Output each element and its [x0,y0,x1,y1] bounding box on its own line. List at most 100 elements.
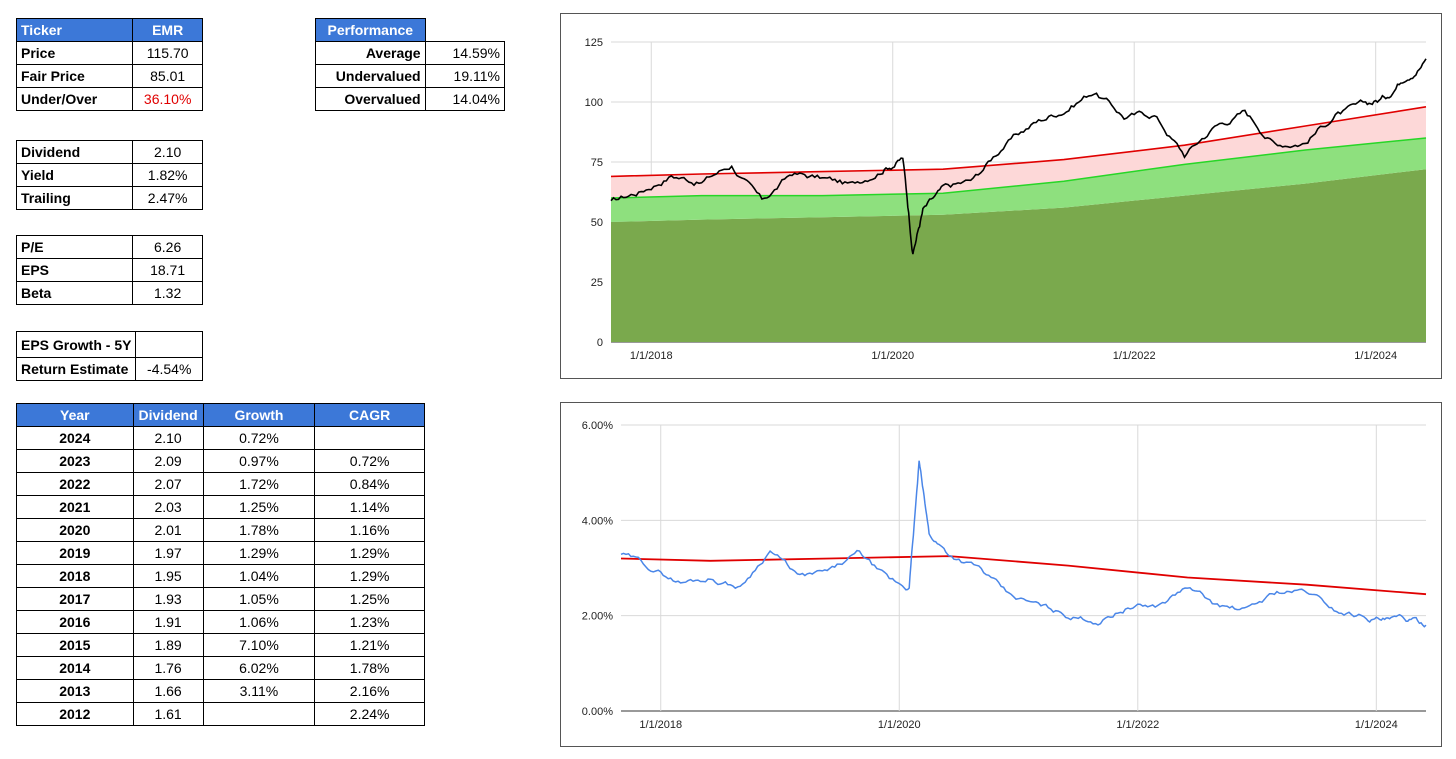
dividend-row: 2021 2.03 1.25% 1.14% [16,495,425,519]
chart2-x-tick-label: 1/1/2022 [1116,719,1159,731]
growth-table: EPS Growth - 5Y Return Estimate -4.54% [15,331,203,381]
return-estimate-value: -4.54% [135,357,203,381]
yield-value: 1.82% [132,163,203,187]
ticker-symbol: EMR [132,18,203,42]
chart2-x-tick-label: 1/1/2018 [639,719,682,731]
undervalued-value: 19.11% [424,64,506,88]
dividend-cell: 1.91 [132,610,204,634]
price-chart: 0 25 50 75 100 125 1/1/2018 1/1/2020 1/1/2022 1/1… [585,37,1427,362]
growth-cell: 0.72% [202,426,316,450]
year-cell: 2012 [16,702,134,726]
eps-growth-value [135,331,203,358]
growth-cell: 6.02% [202,656,316,680]
cagr-cell: 0.72% [314,449,425,473]
dividend-cell: 2.09 [132,449,204,473]
chart1-x-tick-label: 1/1/2018 [630,350,673,362]
cagr-cell: 1.14% [314,495,425,519]
trailing-label: Trailing [15,186,134,210]
growth-cell: 3.11% [202,679,316,703]
year-cell: 2013 [16,679,134,703]
price-chart-panel: 0 25 50 75 100 125 1/1/2018 1/1/2020 1/1/2022 1/1… [560,13,1442,379]
dividend-value: 2.10 [132,140,203,164]
dividend-row: 2014 1.76 6.02% 1.78% [16,656,425,680]
cagr-cell: 0.84% [314,472,425,496]
growth-header: Growth [202,403,316,427]
cagr-cell: 1.29% [314,564,425,588]
chart2-average-line [620,555,1427,596]
dividend-cell: 2.03 [132,495,204,519]
cagr-cell: 1.21% [314,633,425,657]
chart2-y-tick-label: 4.00% [582,515,613,527]
under-over-label: Under/Over [15,87,134,111]
chart1-x-tick-label: 1/1/2024 [1354,350,1397,362]
dividend-info-table: Dividend 2.10 Yield 1.82% Trailing 2.47% [15,140,203,210]
beta-label: Beta [15,281,134,305]
dividend-cell: 2.07 [132,472,204,496]
valuation-table: P/E 6.26 EPS 18.71 Beta 1.32 [15,235,203,305]
performance-table: Performance Average 14.59% Undervalued 1… [315,18,506,111]
cagr-cell [314,426,425,450]
yield-chart: 0.00% 2.00% 4.00% 6.00% 1/1/2018 1/1/2020 1/1/… [582,420,1427,731]
dividend-row: 2020 2.01 1.78% 1.16% [16,518,425,542]
cagr-cell: 1.25% [314,587,425,611]
dividend-row: 2019 1.97 1.29% 1.29% [16,541,425,565]
chart1-fair-line [610,106,1427,178]
dividend-row: 2016 1.91 1.06% 1.23% [16,610,425,634]
overvalued-label: Overvalued [315,87,426,111]
eps-label: EPS [15,258,134,282]
chart2-y-tick-label: 2.00% [582,611,613,623]
year-cell: 2019 [16,541,134,565]
dividend-row: 2018 1.95 1.04% 1.29% [16,564,425,588]
year-cell: 2022 [16,472,134,496]
price-value: 115.70 [132,41,203,65]
pe-value: 6.26 [132,235,203,259]
year-cell: 2024 [16,426,134,450]
eps-value: 18.71 [132,258,203,282]
dividend-cell: 2.01 [132,518,204,542]
growth-cell: 1.25% [202,495,316,519]
summary-table: Ticker EMR Price 115.70 Fair Price 85.01… [15,18,203,111]
cagr-header: CAGR [314,403,425,427]
dividend-row: 2012 1.61 2.24% [16,702,425,726]
fair-price-value: 85.01 [132,64,203,88]
dividend-cell: 1.66 [132,679,204,703]
year-cell: 2014 [16,656,134,680]
growth-cell: 7.10% [202,633,316,657]
growth-cell: 1.05% [202,587,316,611]
chart1-y-tick-label: 25 [591,277,603,289]
dividend-cell: 1.76 [132,656,204,680]
dividend-cell: 1.89 [132,633,204,657]
beta-value: 1.32 [132,281,203,305]
ticker-header: Ticker [15,18,134,42]
dividend-row: 2015 1.89 7.10% 1.21% [16,633,425,657]
return-estimate-label: Return Estimate [15,357,137,381]
chart2-x-tick-label: 1/1/2020 [878,719,921,731]
year-cell: 2016 [16,610,134,634]
dividend-row: 2024 2.10 0.72% [16,426,425,450]
chart1-y-tick-label: 0 [597,337,603,349]
dividend-cell: 1.95 [132,564,204,588]
dividend-row: 2023 2.09 0.97% 0.72% [16,449,425,473]
average-value: 14.59% [424,41,506,65]
chart2-y-tick-label: 6.00% [582,420,613,432]
eps-growth-label: EPS Growth - 5Y [15,331,137,358]
year-cell: 2021 [16,495,134,519]
dividend-cell: 1.93 [132,587,204,611]
dividend-row: 2017 1.93 1.05% 1.25% [16,587,425,611]
cagr-cell: 1.16% [314,518,425,542]
chart1-y-tick-label: 50 [591,217,603,229]
year-cell: 2018 [16,564,134,588]
growth-cell: 1.72% [202,472,316,496]
trailing-value: 2.47% [132,186,203,210]
chart1-y-tick-label: 100 [585,97,603,109]
chart2-yield-line [620,460,1427,628]
dividend-row: 2013 1.66 3.11% 2.16% [16,679,425,703]
undervalued-label: Undervalued [315,64,426,88]
chart1-low-band-area [611,138,1426,222]
chart2-y-tick-label: 0.00% [582,706,613,718]
dividend-label: Dividend [15,140,134,164]
under-over-value: 36.10% [132,87,203,111]
chart1-x-tick-label: 1/1/2022 [1113,350,1156,362]
growth-cell: 1.78% [202,518,316,542]
dividend-history-table: Year Dividend Growth CAGR 2024 2.10 0.72% 2… [16,403,425,726]
